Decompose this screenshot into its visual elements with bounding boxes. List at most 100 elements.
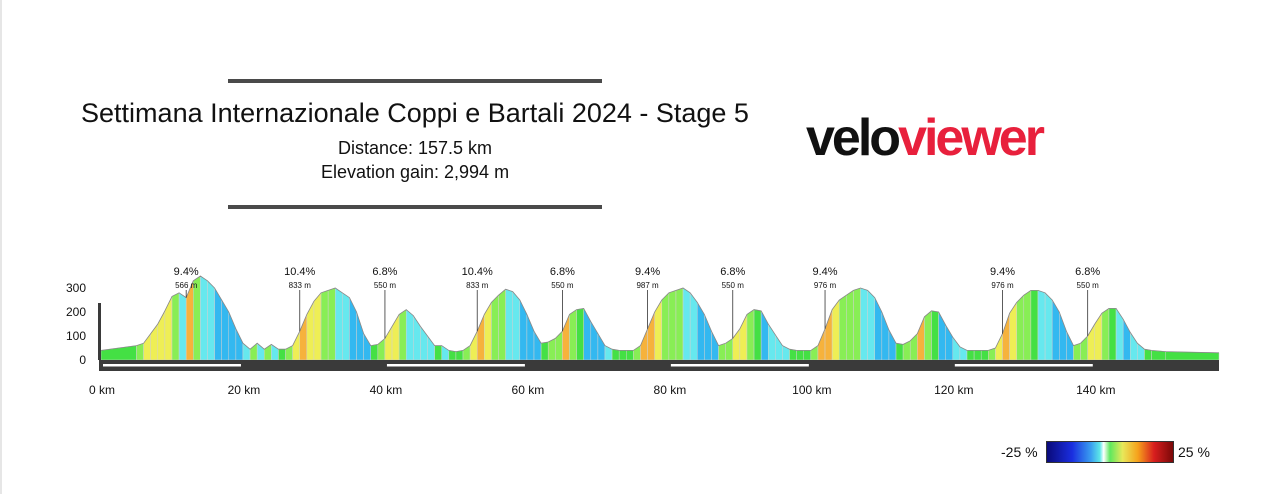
profile-segment bbox=[874, 297, 883, 361]
profile-segment bbox=[1051, 299, 1060, 361]
profile-segment bbox=[753, 309, 762, 361]
profile-segments bbox=[100, 275, 1220, 361]
profile-segment bbox=[562, 314, 570, 361]
profile-segment bbox=[853, 287, 861, 361]
climb-elevation-label: 550 m bbox=[374, 281, 397, 290]
profile-segment bbox=[491, 294, 499, 361]
climb-grade-label: 6.8% bbox=[1075, 266, 1100, 278]
profile-segment bbox=[611, 348, 620, 361]
profile-segment bbox=[349, 297, 357, 361]
x-tick-label: 100 km bbox=[792, 383, 831, 397]
logo-part-velo: velo bbox=[806, 109, 901, 167]
x-tick-label: 20 km bbox=[228, 383, 261, 397]
y-axis-line bbox=[98, 303, 101, 360]
profile-segment bbox=[689, 292, 698, 361]
x-tick-label: 40 km bbox=[370, 383, 403, 397]
profile-segment bbox=[1037, 290, 1046, 361]
climb-elevation-label: 987 m bbox=[636, 281, 659, 290]
climb-grade-label: 9.4% bbox=[812, 266, 837, 278]
profile-segment bbox=[796, 350, 804, 361]
profile-segment bbox=[775, 333, 783, 361]
profile-segment bbox=[888, 329, 897, 361]
profile-segment bbox=[583, 308, 592, 361]
profile-segment bbox=[1044, 292, 1053, 361]
x-tick-label: 120 km bbox=[934, 383, 973, 397]
profile-segment bbox=[363, 332, 371, 361]
profile-segment bbox=[881, 311, 890, 361]
climb-elevation-label: 550 m bbox=[1077, 281, 1100, 290]
profile-segment bbox=[569, 309, 577, 361]
climb-grade-label: 10.4% bbox=[462, 266, 493, 278]
gradient-scale-bar bbox=[1046, 441, 1174, 463]
climb-elevation-label: 833 m bbox=[466, 281, 489, 290]
profile-segment bbox=[207, 280, 215, 361]
profile-segment bbox=[1130, 331, 1138, 361]
profile-segment bbox=[704, 314, 712, 361]
profile-segment bbox=[455, 350, 464, 361]
climb-grade-label: 10.4% bbox=[284, 266, 315, 278]
profile-segment bbox=[1023, 289, 1032, 361]
profile-segment bbox=[789, 348, 797, 361]
profile-segment bbox=[931, 310, 939, 361]
profile-segment bbox=[746, 309, 755, 361]
profile-segment bbox=[356, 311, 364, 361]
profile-segment bbox=[235, 328, 244, 361]
profile-segment bbox=[1073, 342, 1081, 361]
climb-elevation-label: 550 m bbox=[551, 281, 574, 290]
profile-segment bbox=[966, 350, 975, 361]
profile-segment bbox=[1016, 294, 1025, 361]
profile-segment bbox=[498, 288, 506, 361]
profile-segment bbox=[533, 330, 542, 361]
page-title: Settimana Internazionale Coppi e Bartali… bbox=[81, 98, 749, 128]
y-tick-label: 0 bbox=[79, 353, 86, 367]
profile-segment bbox=[327, 287, 336, 361]
profile-segment bbox=[952, 336, 961, 361]
y-tick-label: 300 bbox=[66, 281, 86, 295]
profile-segment bbox=[505, 288, 513, 361]
profile-segment bbox=[973, 350, 982, 361]
profile-segment bbox=[221, 299, 230, 361]
profile-segment bbox=[512, 290, 521, 361]
x-tick-label: 80 km bbox=[654, 383, 687, 397]
climb-grade-label: 6.8% bbox=[550, 266, 575, 278]
profile-segment bbox=[278, 348, 286, 361]
profile-segment bbox=[164, 296, 173, 361]
climb-annotations: 9.4% 566 m 10.4% 833 m 6.8% 550 m 10.4% 833 m 6.… bbox=[174, 266, 1100, 339]
legend-min-label: -25 % bbox=[1001, 444, 1038, 460]
climb-elevation-label: 976 m bbox=[814, 281, 837, 290]
y-axis: 0 100 200 300 bbox=[66, 281, 101, 367]
distance-stripe bbox=[954, 364, 1093, 367]
distance-stripe bbox=[670, 364, 809, 367]
profile-segment bbox=[1066, 331, 1074, 361]
profile-segment bbox=[1030, 290, 1039, 361]
profile-segment bbox=[1059, 311, 1067, 361]
climb-elevation-label: 566 m bbox=[175, 281, 198, 290]
climb-grade-label: 9.4% bbox=[635, 266, 660, 278]
profile-segment bbox=[476, 314, 485, 361]
profile-segment bbox=[1094, 312, 1103, 361]
profile-segment bbox=[1002, 313, 1010, 361]
profile-segment bbox=[334, 287, 343, 361]
legend-max-label: 25 % bbox=[1178, 444, 1210, 460]
profile-segment bbox=[391, 313, 400, 361]
profile-segment bbox=[526, 314, 535, 361]
profile-segment bbox=[640, 328, 648, 361]
profile-segment bbox=[434, 345, 442, 361]
x-tick-label: 0 km bbox=[89, 383, 115, 397]
bottom-rule bbox=[228, 205, 602, 209]
climb-grade-label: 6.8% bbox=[372, 266, 397, 278]
elevation-profile-chart: 0 100 200 300 0 km 20 km 40 km 60 km 80 km 100 k… bbox=[66, 266, 1220, 397]
climb-grade-label: 9.4% bbox=[990, 266, 1015, 278]
profile-segment bbox=[405, 309, 414, 361]
profile-segment bbox=[171, 292, 180, 361]
profile-segment bbox=[292, 331, 301, 361]
top-rule bbox=[228, 79, 602, 83]
profile-segment bbox=[824, 309, 833, 361]
x-tick-label: 60 km bbox=[512, 383, 545, 397]
profile-segment bbox=[682, 287, 691, 361]
profile-segment bbox=[469, 331, 478, 361]
profile-segment bbox=[654, 299, 663, 361]
profile-segment bbox=[668, 290, 677, 361]
profile-segment bbox=[519, 299, 528, 361]
profile-segment bbox=[846, 289, 854, 361]
